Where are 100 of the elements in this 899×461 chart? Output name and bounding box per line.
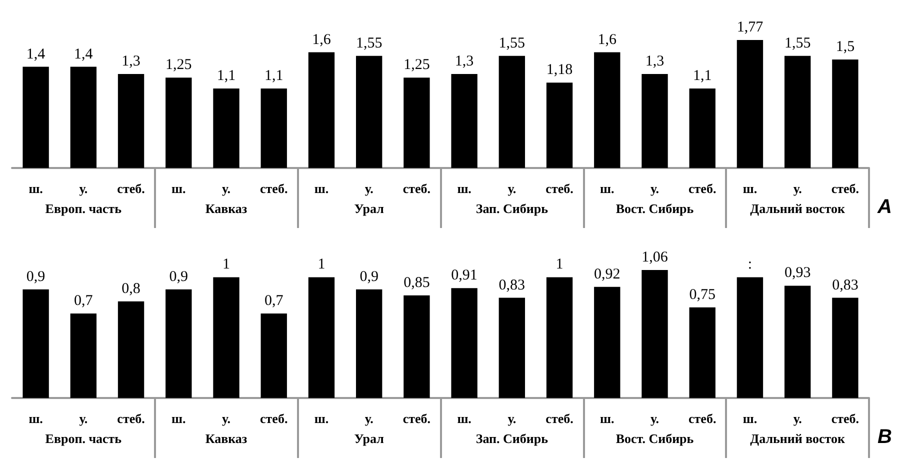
x-tick-label: у. (793, 411, 802, 426)
bar (260, 313, 287, 398)
x-tick-label: ш. (600, 411, 614, 426)
bar (832, 298, 858, 398)
x-tick-label: стеб. (260, 411, 288, 426)
x-tick-label: стеб. (260, 181, 288, 196)
x-tick-label: у. (364, 181, 374, 196)
bar (546, 277, 573, 398)
x-tick-label: стеб. (117, 411, 145, 426)
x-tick-label: стеб. (546, 181, 574, 196)
bar (642, 74, 668, 168)
data-label: 1,6 (598, 32, 618, 48)
data-label: 0,93 (784, 265, 811, 282)
data-label: 1,55 (356, 35, 382, 52)
x-tick-label: у. (222, 411, 230, 426)
x-tick-label: у. (79, 181, 88, 196)
data-label: 0,85 (404, 274, 430, 291)
text: Дальний восток (750, 201, 846, 216)
bar (451, 288, 478, 398)
data-label: 0,9 (26, 268, 46, 285)
x-tick-label: ш. (457, 411, 472, 426)
x-tick-label: ш. (314, 181, 329, 196)
bar (70, 313, 97, 398)
data-label: 1,25 (404, 57, 430, 74)
data-label: 1,4 (26, 46, 46, 62)
bar (166, 78, 192, 168)
bar (594, 52, 620, 168)
text: Дальний восток (750, 431, 846, 446)
x-tick-label: у. (650, 411, 659, 426)
bar (784, 56, 811, 168)
bar (736, 40, 764, 168)
data-label: 0,9 (169, 268, 188, 285)
bar (642, 270, 668, 398)
bar (166, 289, 192, 398)
bar (356, 289, 382, 398)
data-label: 0,7 (74, 292, 94, 309)
bar (118, 301, 144, 398)
bar (308, 277, 335, 398)
data-label: 1,3 (454, 53, 474, 70)
bar (22, 66, 49, 168)
text: Зап. Сибирь (476, 431, 548, 446)
x-tick-label: ш. (314, 411, 329, 426)
x-tick-label: стеб. (831, 181, 860, 196)
text: Европ. часть (45, 431, 122, 446)
data-label: 0,75 (689, 286, 716, 303)
text: Урал (354, 201, 384, 216)
data-label: 1 (556, 256, 564, 273)
x-tick-label: у. (508, 411, 516, 426)
x-tick-label: стеб. (688, 411, 716, 426)
x-tick-label: у. (650, 181, 659, 196)
bar (308, 52, 335, 168)
data-label: 0,92 (594, 266, 620, 282)
x-tick-label: ш. (457, 181, 472, 196)
data-label: 0,9 (360, 268, 378, 285)
bar (594, 286, 620, 398)
data-label: 0,7 (264, 292, 284, 309)
text: Вост. Сибирь (616, 201, 694, 216)
x-tick-label: ш. (600, 181, 614, 196)
x-tick-label: ш. (28, 411, 43, 426)
x-tick-label: стеб. (546, 411, 574, 426)
bar (689, 88, 716, 168)
data-label: 1,77 (736, 20, 764, 36)
data-label: 0,8 (122, 280, 140, 297)
bar (70, 66, 97, 168)
data-label: 1 (318, 256, 326, 273)
x-tick-label: ш. (172, 411, 186, 426)
x-tick-label: стеб. (117, 181, 145, 196)
data-label: 1,55 (498, 35, 526, 52)
bar (451, 74, 478, 168)
data-label: 1,55 (784, 35, 811, 52)
x-tick-label: стеб. (402, 411, 431, 426)
data-label: : (748, 256, 752, 273)
data-label: 1,1 (216, 68, 236, 84)
data-label: 1,25 (166, 57, 192, 74)
x-tick-label: стеб. (688, 181, 716, 196)
text: Вост. Сибирь (616, 431, 694, 446)
text: Кавказ (205, 431, 248, 446)
data-label: 1,3 (645, 53, 664, 70)
data-label: 1,5 (836, 39, 855, 56)
text: B (878, 426, 892, 448)
bar (546, 82, 573, 168)
bar (213, 88, 240, 168)
text: Кавказ (205, 201, 248, 216)
text: Урал (354, 431, 384, 446)
data-label: 0,83 (498, 277, 526, 294)
text: Зап. Сибирь (476, 201, 548, 216)
x-tick-label: ш. (28, 181, 43, 196)
bar (736, 277, 764, 398)
data-label: 1,6 (312, 32, 332, 48)
x-tick-label: у. (508, 181, 516, 196)
x-tick-label: у. (364, 411, 374, 426)
data-label: 1,1 (692, 68, 712, 84)
bar (832, 60, 858, 168)
data-label: 1,1 (264, 68, 284, 84)
bar (213, 277, 240, 398)
data-label: 1,18 (546, 62, 573, 78)
data-label: 1,3 (122, 53, 140, 70)
x-tick-label: у. (793, 181, 802, 196)
data-label: 1,4 (74, 46, 94, 62)
bar (498, 56, 526, 168)
